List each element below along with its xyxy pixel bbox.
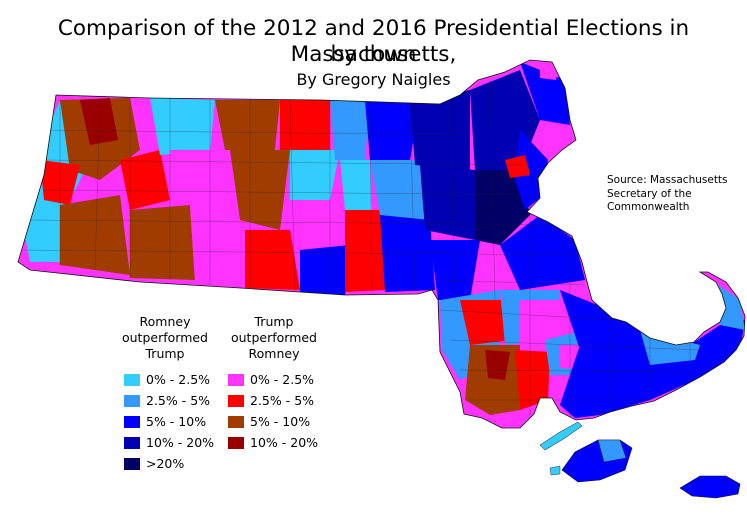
state-outline: [17, 59, 746, 429]
legend-swatch: [124, 395, 140, 407]
legend-trump-item: 2.5% - 5%: [228, 393, 314, 409]
legend-label: 10% - 20%: [250, 435, 319, 450]
map-title-line2: by town: [330, 42, 417, 67]
legend-romney-item: 10% - 20%: [124, 435, 214, 451]
legend-swatch: [228, 395, 244, 407]
legend-swatch: [124, 458, 140, 470]
legend-romney-item: 5% - 10%: [124, 414, 206, 430]
legend-romney-header: Romney outperformed Trump: [121, 314, 208, 361]
legend-swatch: [124, 437, 140, 449]
legend-label: 0% - 2.5%: [250, 372, 315, 387]
legend-label: 10% - 20%: [146, 435, 215, 450]
legend-label: 5% - 10%: [250, 414, 311, 429]
source-note: Source: Massachusetts Secretary of the C…: [607, 174, 728, 213]
legend-trump-item: 0% - 2.5%: [228, 372, 314, 388]
legend-swatch: [228, 416, 244, 428]
elizabeth-islands: [539, 421, 583, 451]
legend-trump-header: Trump outperformed Romney: [230, 314, 317, 361]
legend-swatch: [124, 416, 140, 428]
legend-romney-item: 2.5% - 5%: [124, 393, 210, 409]
legend-label: >20%: [146, 456, 185, 471]
gosnold-island: [549, 465, 561, 476]
legend-label: 2.5% - 5%: [146, 393, 211, 408]
legend-swatch: [228, 374, 244, 386]
town-borders: [19, 65, 701, 420]
legend-label: 0% - 2.5%: [146, 372, 211, 387]
legend-label: 5% - 10%: [146, 414, 207, 429]
map-title-line1: Comparison of the 2012 and 2016 Presiden…: [57, 16, 690, 67]
marthas-vineyard-town: [597, 439, 627, 463]
legend-romney-item: 0% - 2.5%: [124, 372, 210, 388]
legend-swatch: [228, 437, 244, 449]
legend-swatch: [124, 374, 140, 386]
legend-romney-item: >20%: [124, 456, 184, 472]
mainland-towns: [18, 60, 745, 428]
legend-label: 2.5% - 5%: [250, 393, 315, 408]
legend-trump-item: 10% - 20%: [228, 435, 318, 451]
legend-trump-item: 5% - 10%: [228, 414, 310, 430]
nantucket: [679, 475, 741, 499]
map-author: By Gregory Naigles: [296, 70, 451, 89]
